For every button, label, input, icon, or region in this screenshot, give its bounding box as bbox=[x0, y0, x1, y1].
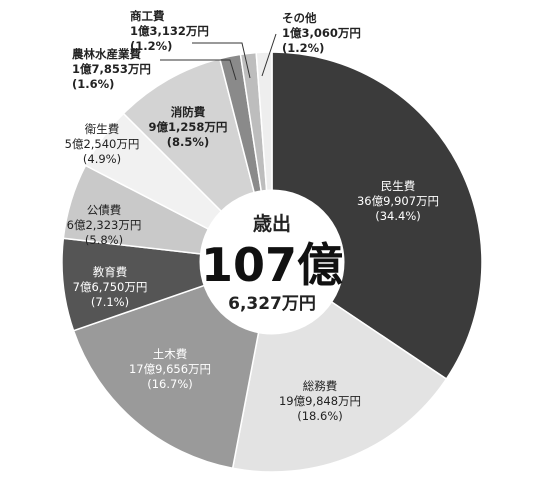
slice-name-7: 消防費 bbox=[171, 105, 206, 119]
slice-amount-7: 9億1,258万円 bbox=[149, 120, 228, 134]
leader-line-10 bbox=[261, 33, 277, 77]
center-hole bbox=[199, 189, 345, 335]
slice-name-2: 総務費 bbox=[303, 379, 338, 393]
center-title: 歳出 bbox=[253, 212, 291, 235]
slice-name-4: 教育費 bbox=[93, 265, 128, 279]
leader-line-8 bbox=[160, 59, 237, 81]
slice-name-3: 土木費 bbox=[153, 347, 188, 361]
slice-percent-2: (18.6%) bbox=[297, 409, 343, 423]
slice-percent-8: (1.6%) bbox=[72, 77, 114, 91]
slice-amount-6: 5億2,540万円 bbox=[65, 137, 140, 151]
slice-amount-5: 6億2,323万円 bbox=[67, 218, 142, 232]
slice-percent-9: (1.2%) bbox=[130, 39, 172, 53]
leader-line-9 bbox=[192, 42, 251, 79]
slice-percent-4: (7.1%) bbox=[91, 295, 129, 309]
slice-percent-7: (8.5%) bbox=[167, 135, 209, 149]
center-label: 歳出 107億 6,327万円 bbox=[199, 189, 345, 335]
slice-amount-8: 1億7,853万円 bbox=[72, 62, 151, 76]
slice-amount-9: 1億3,132万円 bbox=[130, 24, 209, 38]
center-total-sub: 6,327万円 bbox=[228, 294, 316, 314]
slice-amount-2: 19億9,848万円 bbox=[279, 394, 361, 408]
slice-name-9: 商工費 bbox=[130, 9, 165, 23]
slice-percent-5: (5.8%) bbox=[85, 233, 123, 247]
slice-name-1: 民生費 bbox=[381, 179, 416, 193]
slice-amount-1: 36億9,907万円 bbox=[357, 194, 439, 208]
slice-percent-1: (34.4%) bbox=[375, 209, 421, 223]
slice-amount-4: 7億6,750万円 bbox=[73, 280, 148, 294]
leader-lines bbox=[160, 33, 277, 81]
center-total-main: 107億 bbox=[201, 238, 343, 292]
slice-amount-3: 17億9,656万円 bbox=[129, 362, 211, 376]
slice-percent-10: (1.2%) bbox=[282, 41, 324, 55]
pie-slice-1 bbox=[271, 51, 483, 380]
slice-name-5: 公債費 bbox=[87, 203, 122, 217]
slice-name-8: 農林水産業費 bbox=[72, 47, 141, 61]
slice-percent-3: (16.7%) bbox=[147, 377, 193, 391]
slice-name-10: その他 bbox=[282, 11, 317, 25]
slice-name-6: 衛生費 bbox=[85, 122, 120, 136]
slice-percent-6: (4.9%) bbox=[83, 152, 121, 166]
slice-amount-10: 1億3,060万円 bbox=[282, 26, 361, 40]
